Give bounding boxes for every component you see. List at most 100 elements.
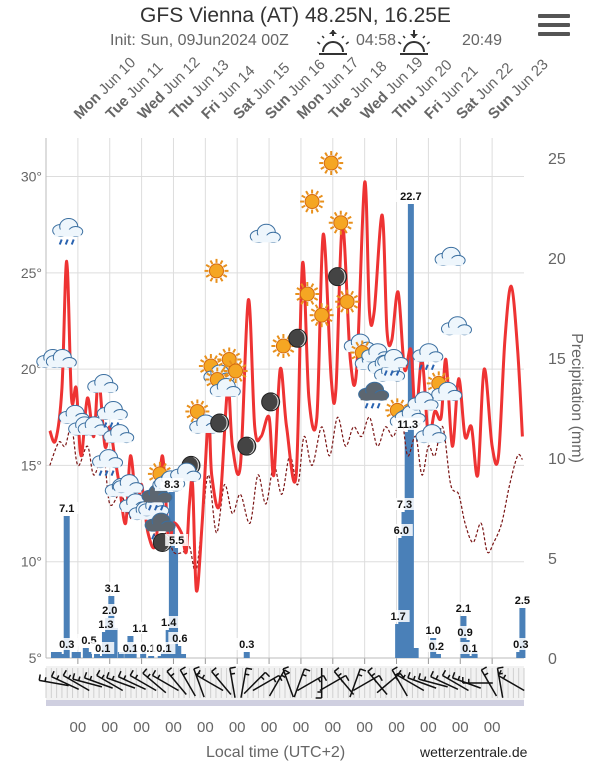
x-tick-label: 00 xyxy=(70,719,87,736)
sun-disc xyxy=(208,263,224,279)
sun-ray xyxy=(149,467,154,471)
rain-drop xyxy=(418,364,423,371)
wind-barb-feather xyxy=(56,675,60,680)
sun-ray xyxy=(365,341,370,347)
wind-barb-feather xyxy=(281,674,286,678)
wind-barb-feather xyxy=(101,674,105,679)
cloud-rain-icon xyxy=(377,348,409,376)
wind-barb-feather xyxy=(106,671,110,679)
sun-ray xyxy=(329,215,335,220)
sun-ray xyxy=(310,283,315,288)
sun-ray xyxy=(310,308,316,313)
sun-ray xyxy=(219,277,224,282)
wind-barb-feather xyxy=(417,673,421,680)
data-label-background xyxy=(451,602,475,614)
sun-ray xyxy=(186,414,191,419)
hamburger-menu-icon[interactable] xyxy=(538,14,570,44)
wind-barb-shaft xyxy=(243,671,266,695)
cloud-base xyxy=(437,258,464,266)
sun-ray xyxy=(427,376,433,381)
precipitation-data-label: 0.2 xyxy=(429,641,444,653)
sun-ray xyxy=(153,462,157,468)
sun-ray xyxy=(286,352,291,357)
x-tick-label: 00 xyxy=(420,719,437,736)
sun-ray xyxy=(445,376,450,381)
data-label-background xyxy=(168,632,192,644)
precipitation-bar xyxy=(117,652,124,658)
sun-icon xyxy=(204,258,229,283)
sun-ray xyxy=(296,287,301,291)
sun-ray xyxy=(328,308,333,313)
wind-barb-feather xyxy=(245,673,250,676)
cloud-icon xyxy=(189,414,221,434)
sun-ray xyxy=(190,400,195,406)
wind-barb xyxy=(293,668,311,698)
sun-disc xyxy=(304,194,320,210)
wind-barb-feather xyxy=(111,675,115,681)
precipitation-bar xyxy=(86,652,93,658)
sun-ray xyxy=(334,169,339,174)
sun-half xyxy=(403,41,425,53)
wind-barb-feather xyxy=(170,672,175,677)
cloud-icon xyxy=(45,348,77,368)
wind-barb-feather xyxy=(284,672,290,676)
sun-ray xyxy=(350,308,355,313)
x-tick-label: 00 xyxy=(484,719,501,736)
wind-barb-shaft xyxy=(229,668,236,698)
sun-ray xyxy=(238,377,243,382)
scrollbar-track xyxy=(46,700,524,706)
sun-ray xyxy=(320,166,325,170)
sun-ray xyxy=(206,372,211,377)
sun-ray xyxy=(343,211,348,217)
wind-barb xyxy=(96,669,124,692)
y-right-tick-label: 25 xyxy=(548,151,566,168)
rain-drop xyxy=(148,504,152,511)
wind-barb-shaft xyxy=(240,668,247,698)
cloud-icon xyxy=(249,223,281,243)
cloud-base xyxy=(143,495,170,503)
precipitation-data-label: 0.3 xyxy=(513,639,528,651)
rain-drop xyxy=(104,470,109,477)
wind-barb-feather xyxy=(123,675,127,680)
data-label-background xyxy=(128,622,152,634)
sun-ray xyxy=(347,225,352,230)
sun-ray xyxy=(431,372,436,377)
wind-barb-feather xyxy=(129,669,134,676)
sun-ray xyxy=(200,400,205,406)
wind-barb-feather xyxy=(44,677,47,682)
sunset-icon xyxy=(397,30,431,55)
data-label-background xyxy=(91,642,115,654)
wind-barb-feather xyxy=(264,671,271,678)
cloud-base xyxy=(417,435,444,443)
wind-barb xyxy=(106,671,136,689)
wind-barb xyxy=(38,674,69,687)
sun-ray xyxy=(305,190,309,196)
precipitation-bar xyxy=(243,652,250,658)
y-right-tick-label: 10 xyxy=(548,451,566,468)
data-label-background xyxy=(421,624,445,636)
wind-barb-feather xyxy=(214,672,220,677)
precipitation-bar xyxy=(148,656,155,658)
cloud-icon xyxy=(415,424,447,444)
moon-icon xyxy=(261,392,281,412)
credit-text[interactable]: wetterzentrale.de xyxy=(420,744,528,760)
sun-ray xyxy=(200,359,205,363)
precipitation-bar xyxy=(160,652,167,658)
y-right-tick-label: 20 xyxy=(548,251,566,268)
wind-barb-feather xyxy=(72,673,76,680)
precipitation-bar xyxy=(105,618,112,658)
sun-ray xyxy=(163,462,167,468)
wind-barb-feather xyxy=(230,672,236,675)
x-tick-label: 00 xyxy=(388,719,405,736)
y-left-tick-label: 30° xyxy=(21,169,42,185)
moon-icon xyxy=(288,328,308,348)
sun-ray xyxy=(316,41,321,45)
sun-disc xyxy=(228,363,244,379)
wind-barb-shaft xyxy=(268,669,286,697)
moon-icon xyxy=(237,436,257,456)
sun-cloud-icon xyxy=(205,367,241,398)
precipitation-data-label: 3.1 xyxy=(105,583,120,595)
wind-barb-feather xyxy=(229,666,236,669)
rain-drop xyxy=(64,239,69,245)
